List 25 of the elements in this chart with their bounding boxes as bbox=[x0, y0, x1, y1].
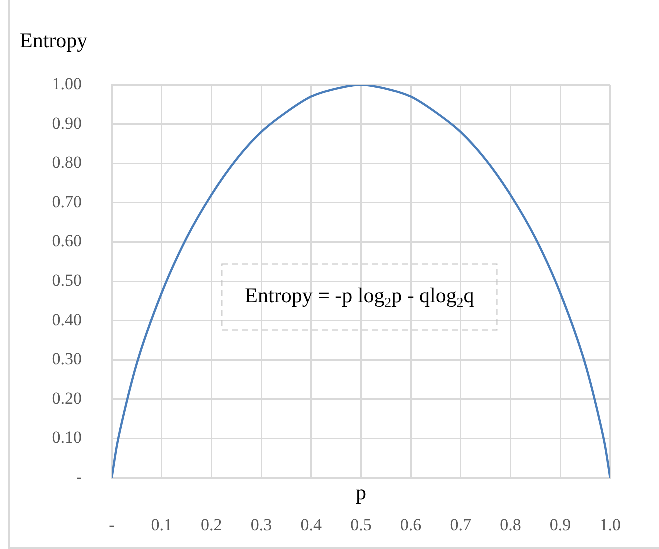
y-axis-title: Entropy bbox=[20, 28, 88, 53]
y-tick-label: 0.30 bbox=[52, 350, 82, 369]
x-tick-label: 0.8 bbox=[500, 516, 522, 535]
y-tick-label: 0.50 bbox=[52, 270, 82, 290]
y-tick-label: - bbox=[76, 467, 82, 486]
x-tick-label: 0.4 bbox=[300, 516, 322, 535]
y-tick-label: 0.90 bbox=[52, 114, 82, 133]
y-tick-label: 0.70 bbox=[52, 192, 82, 212]
y-tick-label: 0.80 bbox=[52, 153, 82, 172]
x-tick-label: - bbox=[109, 516, 116, 535]
line-series bbox=[112, 85, 610, 478]
y-tick-label: 0.10 bbox=[52, 428, 82, 448]
x-tick-label: 0.5 bbox=[350, 516, 372, 535]
y-tick-label: 0.60 bbox=[52, 232, 82, 251]
x-tick-label: 0.2 bbox=[201, 516, 222, 535]
y-tick-label: 0.40 bbox=[52, 310, 82, 330]
x-axis-title: p bbox=[356, 480, 366, 505]
y-tick-label: 0.20 bbox=[52, 388, 82, 408]
x-tick-label: 0.9 bbox=[550, 516, 572, 535]
x-tick-label: 0.1 bbox=[151, 516, 172, 535]
x-tick-label: 0.7 bbox=[450, 516, 472, 535]
x-tick-label: 0.6 bbox=[400, 516, 422, 535]
x-tick-label: 0.3 bbox=[250, 516, 272, 535]
y-tick-label: 1.00 bbox=[52, 74, 82, 94]
x-tick-label: 1.0 bbox=[600, 516, 621, 535]
